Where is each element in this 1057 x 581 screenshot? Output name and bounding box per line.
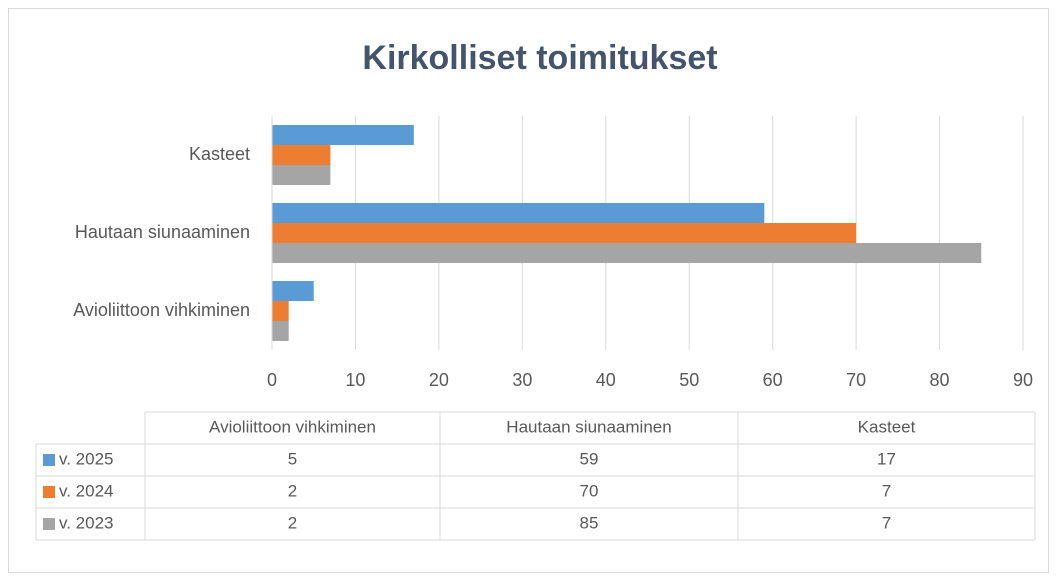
legend-label: v. 2023	[59, 513, 114, 532]
bar	[272, 203, 765, 223]
chart-title: Kirkolliset toimitukset	[362, 39, 717, 77]
x-tick-label: 80	[930, 370, 950, 390]
bar	[272, 321, 289, 341]
legend-swatch	[43, 518, 55, 530]
bar	[272, 281, 314, 301]
chart-border	[8, 8, 1049, 573]
x-tick-label: 40	[596, 370, 616, 390]
x-tick-label: 50	[679, 370, 699, 390]
x-tick-label: 20	[429, 370, 449, 390]
table-cell: 2	[288, 481, 297, 500]
legend-label: v. 2025	[59, 449, 114, 468]
table-cell: 17	[877, 449, 896, 468]
table-cell: 2	[288, 513, 297, 532]
table-header: Hautaan siunaaminen	[506, 417, 671, 436]
table-header: Kasteet	[858, 417, 916, 436]
x-tick-label: 70	[846, 370, 866, 390]
bar	[272, 165, 331, 185]
x-tick-label: 60	[763, 370, 783, 390]
table-cell: 85	[580, 513, 599, 532]
table-cell: 5	[288, 449, 297, 468]
bar	[272, 125, 414, 145]
table-cell: 70	[580, 481, 599, 500]
table-cell: 7	[882, 481, 891, 500]
x-tick-label: 0	[267, 370, 277, 390]
x-tick-label: 90	[1013, 370, 1033, 390]
bar	[272, 145, 331, 165]
bar	[272, 301, 289, 321]
legend-label: v. 2024	[59, 481, 114, 500]
table-header: Avioliittoon vihkiminen	[209, 417, 376, 436]
x-tick-label: 10	[345, 370, 365, 390]
y-tick-label: Avioliittoon vihkiminen	[73, 300, 250, 320]
table-cell: 7	[882, 513, 891, 532]
legend-swatch	[43, 454, 55, 466]
y-tick-label: Kasteet	[189, 144, 250, 164]
bar	[272, 223, 857, 243]
x-tick-label: 30	[512, 370, 532, 390]
table-cell: 59	[580, 449, 599, 468]
y-tick-label: Hautaan siunaaminen	[75, 222, 250, 242]
legend-swatch	[43, 486, 55, 498]
bar	[272, 243, 982, 263]
